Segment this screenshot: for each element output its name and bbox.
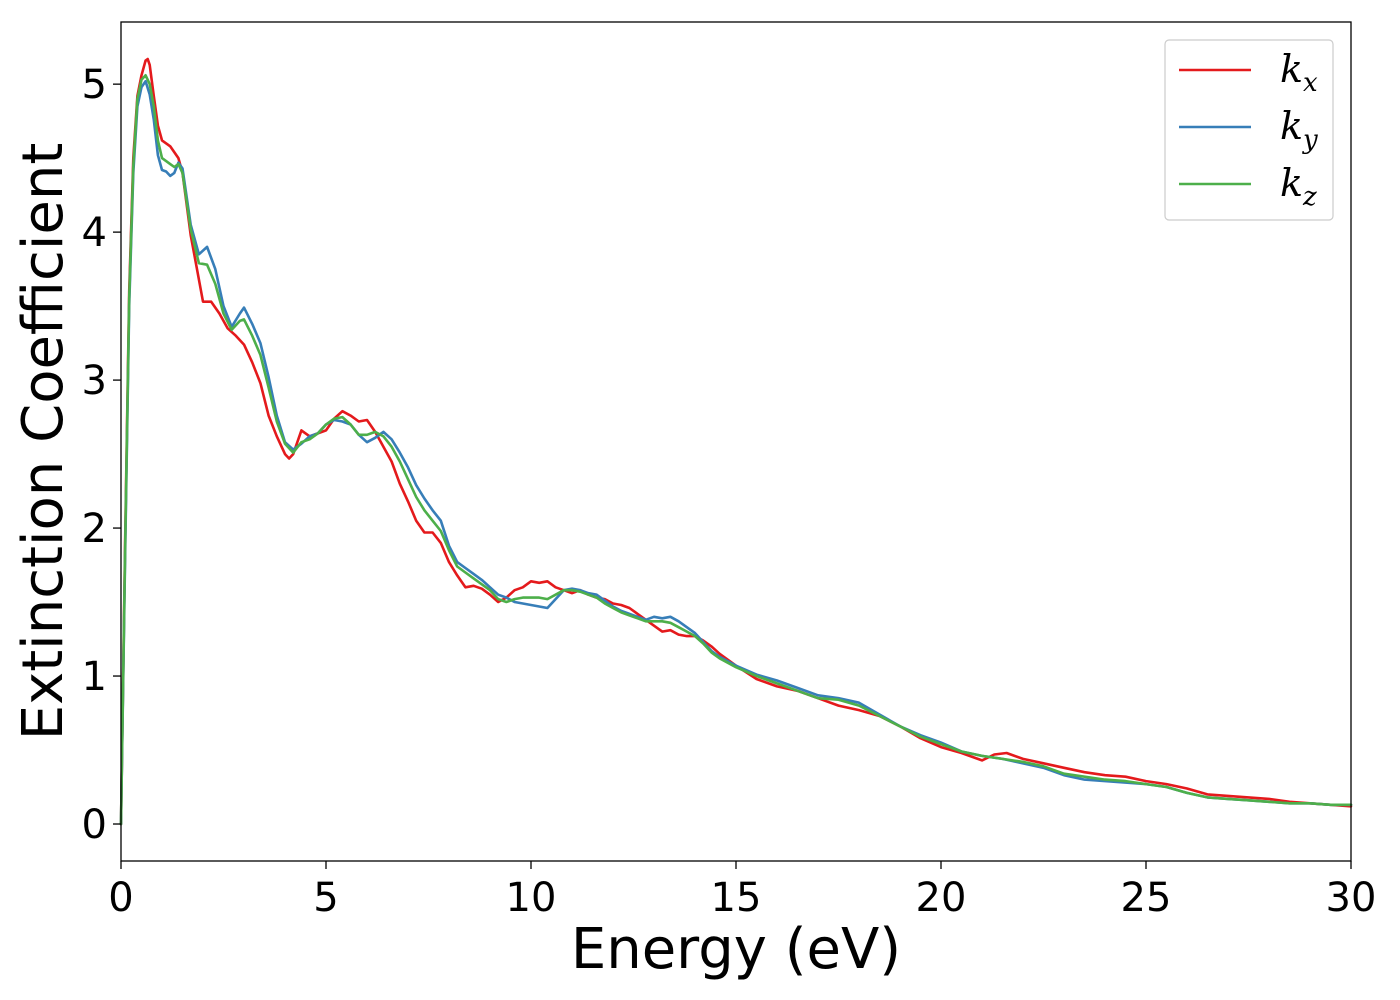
legend-label-k-y: ky (1280, 104, 1318, 155)
x-tick-label: 30 (1326, 875, 1377, 921)
x-axis: 0 5 10 15 20 25 30 (108, 861, 1376, 921)
x-tick-label: 25 (1121, 875, 1172, 921)
x-tick-label: 5 (313, 875, 338, 921)
legend-label-k-x: kx (1280, 47, 1318, 98)
y-tick-label: 3 (82, 358, 107, 404)
legend-box (1164, 39, 1334, 221)
series-line-k-z (119, 74, 1353, 826)
legend-label-k-z: kz (1280, 161, 1317, 212)
x-tick-label: 20 (916, 875, 967, 921)
series-line-k-x (119, 57, 1353, 826)
y-tick-label: 1 (82, 654, 107, 700)
x-axis-title: Energy (eV) (571, 917, 901, 982)
y-axis-title: Extinction Coefficient (11, 143, 76, 741)
y-tick-label: 0 (82, 802, 107, 848)
x-tick-label: 15 (711, 875, 762, 921)
y-tick-label: 5 (82, 62, 107, 108)
x-tick-label: 0 (108, 875, 133, 921)
series-layer (119, 57, 1353, 826)
y-axis: 0 1 2 3 4 5 (82, 62, 121, 848)
y-tick-label: 4 (82, 210, 107, 256)
legend: kx ky kz (1164, 39, 1334, 221)
y-tick-label: 2 (82, 506, 107, 552)
x-tick-label: 10 (506, 875, 557, 921)
